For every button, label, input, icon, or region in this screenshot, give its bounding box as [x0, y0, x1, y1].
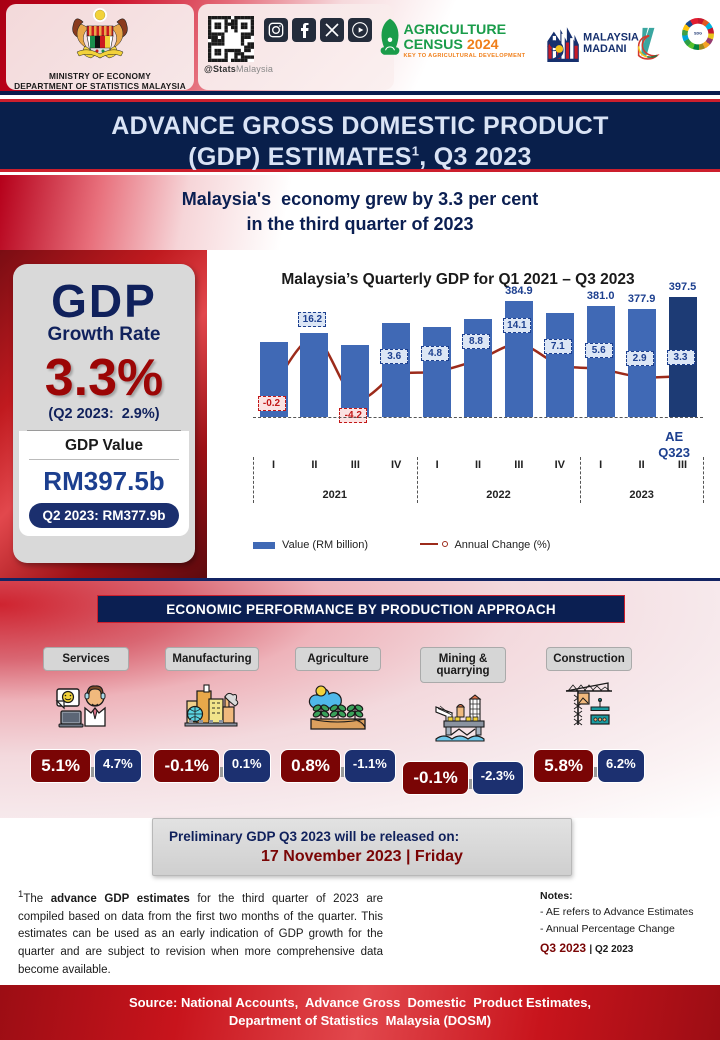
svg-text:CENSUS 2024: CENSUS 2024	[404, 37, 499, 53]
svg-text:AGRICULTURE: AGRICULTURE	[404, 22, 507, 38]
svg-text:MALAYSIA: MALAYSIA	[583, 31, 639, 43]
svg-text:MADANI: MADANI	[583, 43, 626, 55]
svg-text:KEY TO AGRICULTURAL DEVELOPMEN: KEY TO AGRICULTURAL DEVELOPMENT	[404, 53, 526, 59]
